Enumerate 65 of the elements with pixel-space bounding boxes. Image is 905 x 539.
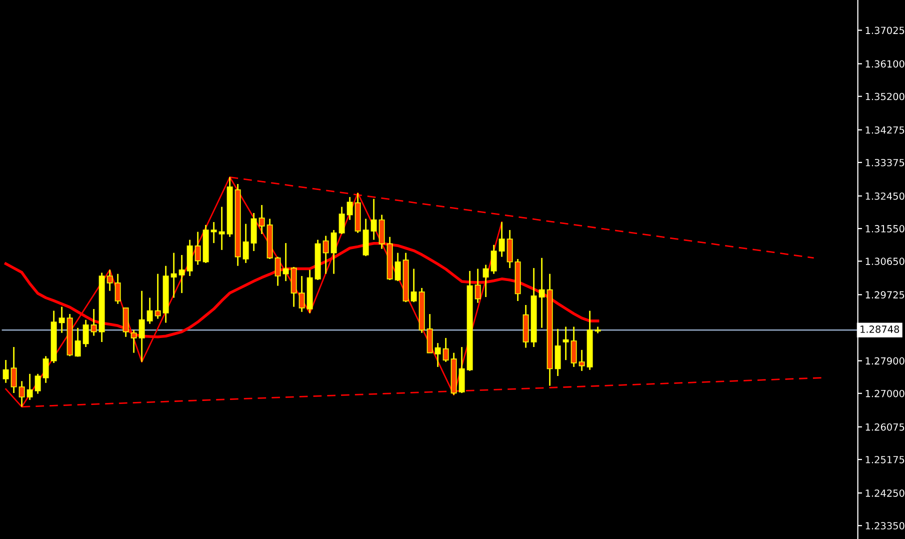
ref-line-label: 1.28748 (860, 326, 900, 333)
candlestick (122, 307, 129, 338)
candlestick (338, 206, 345, 235)
y-tick-label: 1.25175 (866, 456, 904, 464)
candlestick (434, 342, 441, 368)
y-tick-label: 1.31550 (866, 225, 904, 232)
candlestick (298, 275, 305, 313)
candlestick (90, 308, 97, 336)
y-tick-label: 1.26075 (866, 423, 904, 431)
y-tick-label: 1.37025 (866, 26, 904, 34)
candlestick (394, 252, 401, 282)
y-tick-label: 1.30650 (866, 258, 904, 265)
candlestick (42, 355, 49, 384)
candlestick (210, 221, 217, 244)
candlestick (426, 313, 433, 354)
candlestick (578, 349, 585, 372)
candlestick (482, 264, 489, 298)
candlestick (442, 337, 449, 363)
candlestick (282, 242, 289, 282)
candlestick (10, 346, 17, 394)
candlestick (74, 327, 81, 358)
y-tick-label: 1.32450 (866, 192, 904, 200)
candlestick (154, 273, 161, 320)
candlestick (58, 306, 65, 334)
y-tick-label: 1.35200 (866, 92, 904, 100)
candlestick (498, 221, 505, 258)
candlestick (218, 206, 225, 251)
candlestick (538, 257, 545, 329)
candlestick (506, 229, 513, 269)
y-tick-label: 1.24250 (866, 489, 904, 497)
candlestick (2, 359, 9, 384)
y-tick-label: 1.27000 (866, 390, 904, 398)
candlestick (346, 196, 353, 221)
candlestick (458, 346, 465, 394)
candlestick (34, 373, 41, 394)
candlestick (114, 273, 121, 305)
y-tick-label: 1.34275 (866, 126, 904, 134)
candlestick (330, 229, 337, 275)
candlestick (146, 297, 153, 325)
candlestick (194, 231, 201, 266)
candlestick (170, 252, 177, 298)
candlestick (322, 235, 329, 275)
y-tick-label: 1.33375 (866, 158, 904, 166)
candlestick (490, 244, 497, 275)
candlestick (82, 319, 89, 348)
candlestick (106, 269, 113, 292)
candlestick (554, 328, 561, 377)
candlestick (562, 326, 569, 361)
y-tick-label: 1.36100 (866, 60, 904, 68)
candlestick (242, 223, 249, 264)
candlestick (274, 256, 281, 286)
candlestick (178, 254, 185, 294)
candlestick (474, 268, 481, 304)
candlestick (130, 329, 137, 354)
candlestick (138, 290, 145, 363)
y-tick-label: 1.29725 (866, 291, 904, 299)
y-tick-label: 1.23350 (866, 522, 904, 530)
candlestick (378, 214, 385, 250)
candlestick (410, 268, 417, 303)
candlestick (370, 198, 377, 240)
y-tick-label: 1.27900 (866, 357, 904, 365)
candlestick (18, 380, 25, 408)
candlestick (258, 204, 265, 235)
candlestick (26, 373, 33, 401)
candlestick (570, 326, 577, 368)
